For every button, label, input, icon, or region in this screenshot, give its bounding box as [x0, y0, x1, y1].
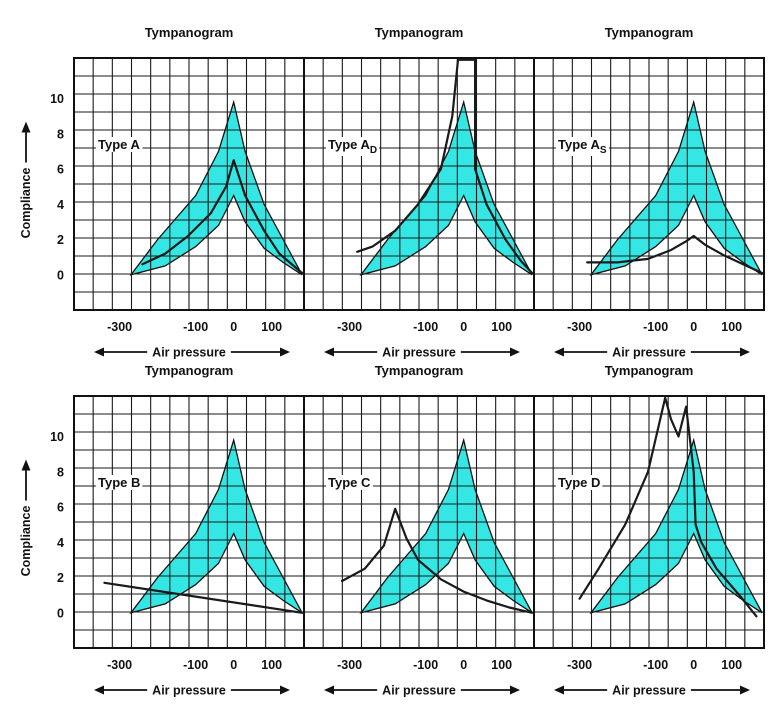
tympanogram-panel-3: Tympanogram Type AS -300 -100 0 100 Air pressu…	[533, 25, 765, 360]
panel-title: Tympanogram	[375, 25, 464, 40]
grid	[304, 396, 534, 648]
x-tick-label: 100	[721, 658, 742, 672]
x-axis-arrowhead-left	[324, 685, 334, 695]
x-tick-label: -300	[567, 320, 592, 334]
panel-title: Tympanogram	[605, 25, 694, 40]
x-tick-label: 100	[261, 658, 282, 672]
grid	[534, 58, 764, 310]
x-tick-label: -300	[107, 320, 132, 334]
x-tick-label: -300	[337, 320, 362, 334]
type-annotation-background	[326, 475, 373, 490]
y-tick-label: 10	[50, 430, 64, 444]
type-annotation: Type AD	[328, 137, 377, 156]
type-annotation-background	[556, 475, 603, 490]
tympanogram-curve	[103, 581, 304, 614]
y-axis-arrowhead	[21, 459, 31, 471]
panel-title: Tympanogram	[605, 363, 694, 378]
y-tick-label: 2	[57, 571, 64, 585]
x-tick-label: -100	[643, 320, 668, 334]
y-tick-label: 0	[57, 268, 64, 282]
tympanogram-curve	[586, 234, 764, 275]
plot-frame	[533, 57, 765, 311]
x-tick-label: -300	[567, 658, 592, 672]
type-annotation: Type D	[558, 475, 600, 490]
tympanogram-panel-6: Tympanogram Type D -300 -100 0 100 Air pressur…	[533, 363, 765, 698]
tympanogram-curve	[356, 58, 534, 275]
x-axis-label: Air pressure	[382, 346, 456, 360]
y-tick-label: 4	[57, 536, 64, 550]
y-tick-label: 8	[57, 465, 64, 479]
y-tick-label: 4	[57, 198, 64, 212]
x-axis-label: Air pressure	[382, 684, 456, 698]
y-tick-label: 6	[57, 501, 64, 515]
type-annotation: Type B	[98, 475, 140, 490]
x-tick-label: -300	[337, 658, 362, 672]
panel-title: Tympanogram	[375, 363, 464, 378]
type-annotation-background	[96, 137, 143, 152]
y-tick-label: 8	[57, 127, 64, 141]
y-tick-label: 2	[57, 233, 64, 247]
x-axis-arrowhead-right	[280, 685, 290, 695]
x-axis-label: Air pressure	[612, 684, 686, 698]
y-axis-label: Compliance	[19, 168, 33, 239]
x-tick-label: 0	[690, 320, 697, 334]
x-tick-label: -100	[643, 658, 668, 672]
x-tick-label: 100	[261, 320, 282, 334]
x-axis-arrowhead-left	[94, 347, 104, 357]
x-axis-label: Air pressure	[612, 346, 686, 360]
panel-title: Tympanogram	[145, 363, 234, 378]
x-axis-arrowhead-left	[324, 347, 334, 357]
x-tick-label: 0	[460, 658, 467, 672]
plot-frame	[533, 395, 765, 649]
type-annotation: Type A	[98, 137, 141, 152]
type-annotation: Type AS	[558, 137, 607, 156]
x-tick-label: -100	[183, 658, 208, 672]
type-annotation-background	[96, 475, 143, 490]
y-tick-label: 10	[50, 92, 64, 106]
x-axis-arrowhead-left	[554, 347, 564, 357]
panel-title: Tympanogram	[145, 25, 234, 40]
x-axis-label: Air pressure	[152, 346, 226, 360]
type-annotation-background	[556, 137, 609, 156]
grid	[534, 396, 764, 648]
type-annotation: Type C	[328, 475, 371, 490]
x-axis-label: Air pressure	[152, 684, 226, 698]
x-axis-arrowhead-right	[510, 685, 520, 695]
y-axis-arrowhead	[21, 121, 31, 133]
x-axis-arrowhead-right	[740, 347, 750, 357]
tympanogram-panel-5: Tympanogram Type C -300 -100 0 100 Air pressur…	[303, 363, 535, 698]
x-tick-label: 0	[690, 658, 697, 672]
x-axis-arrowhead-right	[280, 347, 290, 357]
tympanogram-curve	[340, 507, 534, 614]
tympanogram-panel-2: Tympanogram Type AD -300 -100 0 100 Air pressu…	[303, 25, 535, 360]
x-axis-arrowhead-left	[554, 685, 564, 695]
tympanogram-curve	[141, 159, 304, 275]
x-tick-label: -100	[183, 320, 208, 334]
x-tick-label: 0	[230, 658, 237, 672]
x-axis-arrowhead-right	[740, 685, 750, 695]
y-tick-label: 6	[57, 163, 64, 177]
x-axis-arrowhead-left	[94, 685, 104, 695]
y-tick-label: 0	[57, 606, 64, 620]
x-tick-label: 100	[721, 320, 742, 334]
x-tick-label: 0	[460, 320, 467, 334]
x-tick-label: 100	[491, 320, 512, 334]
x-tick-label: -300	[107, 658, 132, 672]
grid	[74, 396, 304, 648]
y-axis-label: Compliance	[19, 506, 33, 577]
tympanogram-curve	[578, 396, 758, 618]
x-tick-label: -100	[413, 320, 438, 334]
x-tick-label: -100	[413, 658, 438, 672]
x-tick-label: 0	[230, 320, 237, 334]
x-tick-label: 100	[491, 658, 512, 672]
type-annotation-background	[326, 137, 380, 156]
x-axis-arrowhead-right	[510, 347, 520, 357]
